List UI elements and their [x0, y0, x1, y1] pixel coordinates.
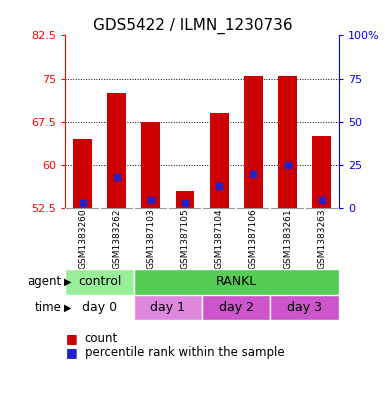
Text: GSM1387104: GSM1387104 — [215, 208, 224, 269]
Bar — [202, 295, 271, 320]
Bar — [244, 76, 263, 208]
Bar — [134, 295, 202, 320]
Text: time: time — [35, 301, 62, 314]
Text: ■: ■ — [65, 346, 77, 359]
Bar — [312, 136, 331, 208]
Text: ▶: ▶ — [64, 303, 71, 312]
Bar — [73, 139, 92, 208]
Bar — [176, 191, 194, 208]
Text: GSM1383262: GSM1383262 — [112, 209, 121, 269]
Text: day 1: day 1 — [151, 301, 186, 314]
Text: day 3: day 3 — [287, 301, 322, 314]
Text: agent: agent — [27, 275, 62, 288]
Bar — [210, 113, 229, 208]
Text: GSM1387103: GSM1387103 — [146, 208, 156, 269]
Text: control: control — [78, 275, 121, 288]
Bar — [65, 295, 134, 320]
Bar — [141, 122, 160, 208]
Text: RANKL: RANKL — [216, 275, 257, 288]
Bar — [65, 269, 134, 295]
Text: GSM1387105: GSM1387105 — [181, 208, 189, 269]
Text: GSM1383261: GSM1383261 — [283, 208, 292, 269]
Bar — [278, 76, 297, 208]
Text: GDS5422 / ILMN_1230736: GDS5422 / ILMN_1230736 — [93, 18, 292, 34]
Text: count: count — [85, 332, 118, 345]
Text: GSM1383260: GSM1383260 — [78, 208, 87, 269]
Text: GSM1387106: GSM1387106 — [249, 208, 258, 269]
Text: day 2: day 2 — [219, 301, 254, 314]
Text: percentile rank within the sample: percentile rank within the sample — [85, 346, 285, 359]
Text: GSM1383263: GSM1383263 — [317, 208, 326, 269]
Text: day 0: day 0 — [82, 301, 117, 314]
Bar — [271, 295, 339, 320]
Bar — [107, 93, 126, 208]
Text: ▶: ▶ — [64, 277, 71, 287]
Bar — [134, 269, 339, 295]
Text: ■: ■ — [65, 332, 77, 345]
